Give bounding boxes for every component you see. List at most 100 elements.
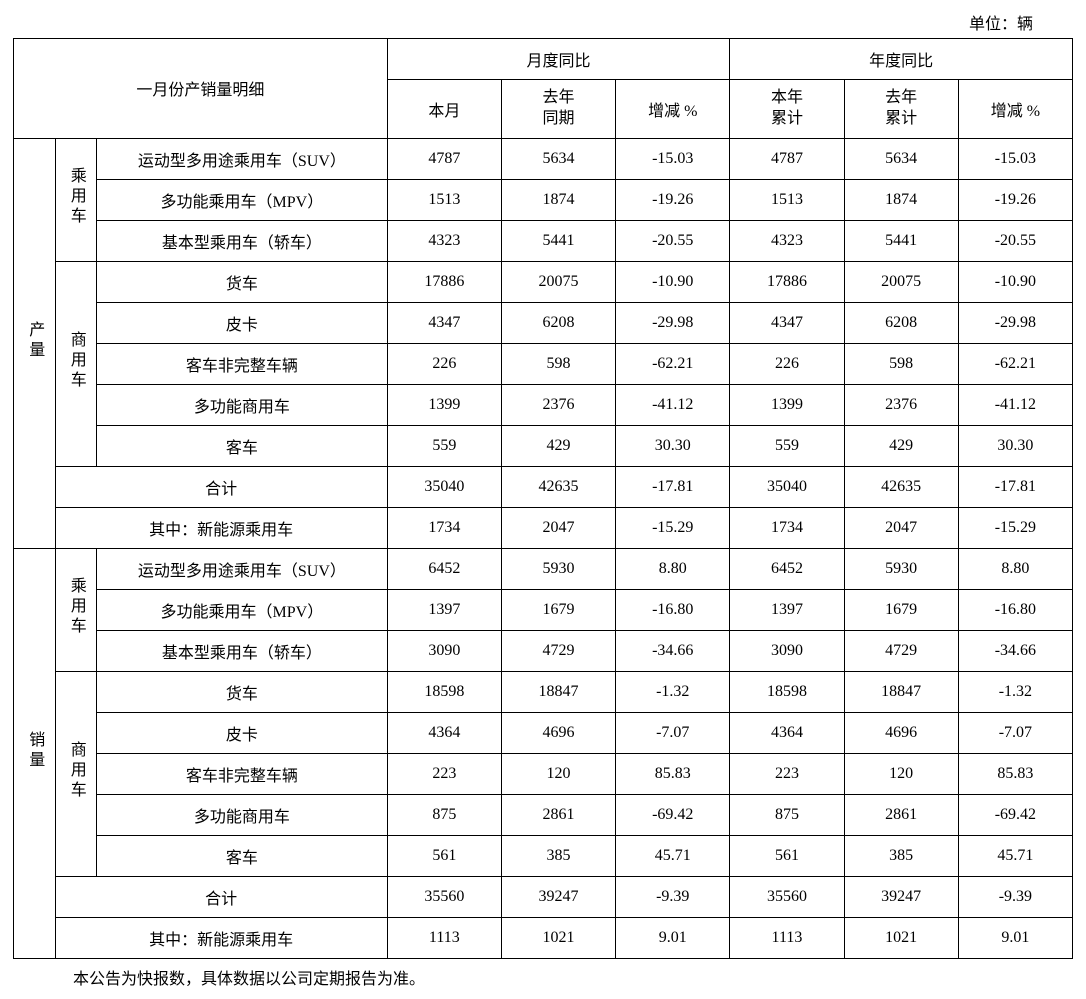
table-row: 多功能商用车 1399 2376 -41.12 1399 2376 -41.12 bbox=[14, 384, 1073, 425]
cell-val: 30.30 bbox=[616, 425, 730, 466]
cell-val: 5634 bbox=[501, 138, 615, 179]
cell-val: 429 bbox=[501, 425, 615, 466]
cell-val: -15.03 bbox=[616, 138, 730, 179]
cell-val: -1.32 bbox=[616, 671, 730, 712]
cell-val: 1679 bbox=[844, 589, 958, 630]
cell-val: 4729 bbox=[501, 630, 615, 671]
cell-val: 20075 bbox=[844, 261, 958, 302]
cell-val: -41.12 bbox=[616, 384, 730, 425]
cell-val: 45.71 bbox=[616, 835, 730, 876]
table-row: 客车 559 429 30.30 559 429 30.30 bbox=[14, 425, 1073, 466]
cell-val: 85.83 bbox=[616, 753, 730, 794]
cell-val: 561 bbox=[387, 835, 501, 876]
cell-val: 4787 bbox=[730, 138, 844, 179]
cell-val: 18847 bbox=[501, 671, 615, 712]
cell-val: 1113 bbox=[730, 917, 844, 958]
table-row: 客车 561 385 45.71 561 385 45.71 bbox=[14, 835, 1073, 876]
table-row-nev: 其中：新能源乘用车 1113 1021 9.01 1113 1021 9.01 bbox=[14, 917, 1073, 958]
cell-val: -15.29 bbox=[958, 507, 1072, 548]
table-row: 多功能乘用车（MPV） 1513 1874 -19.26 1513 1874 -… bbox=[14, 179, 1073, 220]
header-y-chg: 增减 % bbox=[958, 80, 1072, 139]
cell-val: -41.12 bbox=[958, 384, 1072, 425]
cell-val: 6452 bbox=[387, 548, 501, 589]
section-sales: 销量 bbox=[14, 548, 56, 958]
cell-val: 120 bbox=[844, 753, 958, 794]
cell-name: 合计 bbox=[55, 466, 387, 507]
cell-val: 6208 bbox=[844, 302, 958, 343]
cell-val: -20.55 bbox=[616, 220, 730, 261]
cell-val: 120 bbox=[501, 753, 615, 794]
cell-val: -69.42 bbox=[616, 794, 730, 835]
cell-val: -19.26 bbox=[616, 179, 730, 220]
table-row: 商用车 货车 18598 18847 -1.32 18598 18847 -1.… bbox=[14, 671, 1073, 712]
cell-name: 皮卡 bbox=[97, 712, 388, 753]
cell-val: 18598 bbox=[730, 671, 844, 712]
table-row: 商用车 货车 17886 20075 -10.90 17886 20075 -1… bbox=[14, 261, 1073, 302]
cell-val: 2861 bbox=[844, 794, 958, 835]
cell-name: 客车 bbox=[97, 835, 388, 876]
cell-val: 5634 bbox=[844, 138, 958, 179]
table-row: 皮卡 4347 6208 -29.98 4347 6208 -29.98 bbox=[14, 302, 1073, 343]
cell-val: 559 bbox=[730, 425, 844, 466]
header-y-this: 本年累计 bbox=[730, 80, 844, 139]
cell-val: 429 bbox=[844, 425, 958, 466]
cell-val: 1021 bbox=[501, 917, 615, 958]
cell-name: 皮卡 bbox=[97, 302, 388, 343]
cell-val: -17.81 bbox=[616, 466, 730, 507]
cell-val: -29.98 bbox=[616, 302, 730, 343]
cell-val: -19.26 bbox=[958, 179, 1072, 220]
cell-val: 35040 bbox=[387, 466, 501, 507]
header-title: 一月份产销量明细 bbox=[14, 39, 388, 139]
cell-name: 货车 bbox=[97, 261, 388, 302]
cell-val: 4787 bbox=[387, 138, 501, 179]
table-row: 多功能乘用车（MPV） 1397 1679 -16.80 1397 1679 -… bbox=[14, 589, 1073, 630]
cell-val: -7.07 bbox=[616, 712, 730, 753]
cell-name: 客车非完整车辆 bbox=[97, 343, 388, 384]
header-month-group: 月度同比 bbox=[387, 39, 730, 80]
cell-val: -34.66 bbox=[958, 630, 1072, 671]
cell-val: 42635 bbox=[501, 466, 615, 507]
cell-val: 1397 bbox=[387, 589, 501, 630]
table-row: 皮卡 4364 4696 -7.07 4364 4696 -7.07 bbox=[14, 712, 1073, 753]
cell-val: 6208 bbox=[501, 302, 615, 343]
cell-val: 18847 bbox=[844, 671, 958, 712]
table-row-total: 合计 35560 39247 -9.39 35560 39247 -9.39 bbox=[14, 876, 1073, 917]
cell-val: -9.39 bbox=[958, 876, 1072, 917]
cell-val: 4364 bbox=[730, 712, 844, 753]
cell-val: -15.29 bbox=[616, 507, 730, 548]
cell-val: 39247 bbox=[501, 876, 615, 917]
cell-val: -62.21 bbox=[616, 343, 730, 384]
cell-val: 226 bbox=[730, 343, 844, 384]
cell-val: 1399 bbox=[730, 384, 844, 425]
cell-val: 8.80 bbox=[616, 548, 730, 589]
cell-val: -16.80 bbox=[616, 589, 730, 630]
cell-val: 1734 bbox=[730, 507, 844, 548]
cell-val: 30.30 bbox=[958, 425, 1072, 466]
cell-val: 17886 bbox=[730, 261, 844, 302]
cell-val: 2047 bbox=[501, 507, 615, 548]
cell-val: -20.55 bbox=[958, 220, 1072, 261]
section-production: 产量 bbox=[14, 138, 56, 548]
cell-val: 4323 bbox=[387, 220, 501, 261]
cell-name: 运动型多用途乘用车（SUV） bbox=[97, 548, 388, 589]
cell-name: 多功能乘用车（MPV） bbox=[97, 179, 388, 220]
cell-val: 17886 bbox=[387, 261, 501, 302]
cell-val: 1874 bbox=[844, 179, 958, 220]
cell-val: 35560 bbox=[387, 876, 501, 917]
cell-val: 4696 bbox=[844, 712, 958, 753]
cell-val: 5441 bbox=[844, 220, 958, 261]
cell-val: -69.42 bbox=[958, 794, 1072, 835]
cell-val: 2376 bbox=[501, 384, 615, 425]
cell-val: -16.80 bbox=[958, 589, 1072, 630]
cell-val: 4347 bbox=[730, 302, 844, 343]
header-year-group: 年度同比 bbox=[730, 39, 1073, 80]
cell-val: 385 bbox=[844, 835, 958, 876]
cell-val: -9.39 bbox=[616, 876, 730, 917]
cell-name: 运动型多用途乘用车（SUV） bbox=[97, 138, 388, 179]
cell-val: 42635 bbox=[844, 466, 958, 507]
table-row: 多功能商用车 875 2861 -69.42 875 2861 -69.42 bbox=[14, 794, 1073, 835]
cell-val: 875 bbox=[730, 794, 844, 835]
cell-val: 5930 bbox=[844, 548, 958, 589]
cell-val: 1113 bbox=[387, 917, 501, 958]
cell-val: 2376 bbox=[844, 384, 958, 425]
